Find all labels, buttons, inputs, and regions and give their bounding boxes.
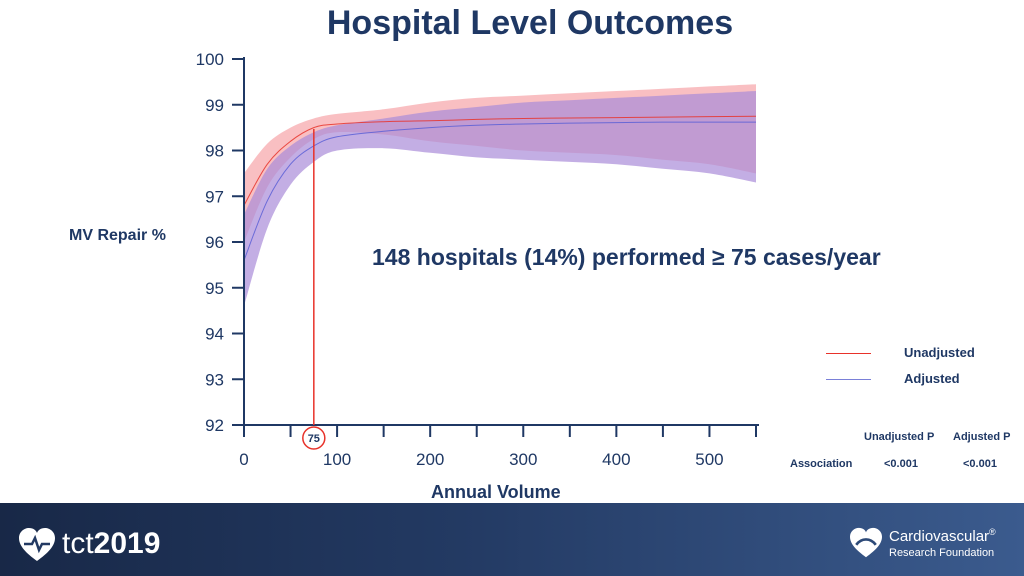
y-tick-label: 96	[205, 233, 224, 252]
x-axis-label: Annual Volume	[431, 482, 561, 502]
tct-logo-year: 2019	[93, 527, 161, 560]
series-line-adjusted	[243, 121, 756, 261]
series-line-unadjusted	[243, 115, 757, 206]
page-title: Hospital Level Outcomes	[326, 4, 734, 42]
y-tick-label: 93	[205, 370, 224, 389]
crf-logo-line2: Research Foundation	[889, 547, 995, 559]
reference-line: 75	[302, 128, 326, 450]
hospital-count-annotation: 148 hospitals (14%) performed ≥ 75 cases…	[372, 244, 881, 270]
x-tick-label: 400	[602, 450, 630, 469]
legend-swatch-unadjusted	[826, 353, 871, 354]
legend-label-unadjusted: Unadjusted	[904, 345, 975, 360]
registered-mark: ®	[989, 527, 996, 537]
tct-logo-text: tct2019	[62, 527, 160, 561]
y-tick-label: 94	[205, 325, 224, 344]
series-lines	[243, 115, 757, 261]
crf-logo-name: Cardiovascular	[889, 528, 990, 545]
axes: 92 93 94 95 96 97 98 99 100 0 100 200 300 400 500	[196, 50, 759, 469]
p-table-header-adjusted: Adjusted P	[953, 431, 1011, 443]
y-tick-label: 99	[205, 96, 224, 115]
footer-bar: tct2019 Cardiovascular® Research Foundat…	[0, 503, 1024, 576]
x-tick-label: 500	[695, 450, 723, 469]
p-table-value-adjusted: <0.001	[963, 458, 997, 470]
heart-logo-icon	[19, 528, 55, 561]
confidence-band-adjusted	[244, 91, 756, 307]
confidence-bands	[244, 84, 756, 307]
p-table-row-label: Association	[790, 458, 853, 470]
p-table-value-unadjusted: <0.001	[884, 458, 918, 470]
x-tick-label: 0	[239, 450, 248, 469]
legend-swatch-adjusted	[826, 379, 871, 380]
x-tick-label: 100	[323, 450, 351, 469]
crf-heart-icon	[850, 527, 882, 558]
reference-marker-circle	[302, 426, 326, 450]
y-tick-label: 95	[205, 279, 224, 298]
y-tick-label: 97	[205, 187, 224, 206]
y-axis-label: MV Repair %	[69, 227, 166, 244]
y-tick-label: 98	[205, 142, 224, 161]
tct-logo-prefix: tct	[62, 527, 94, 560]
y-tick-label: 92	[205, 416, 224, 435]
p-table-header-unadjusted: Unadjusted P	[864, 431, 935, 443]
reference-marker-label: 75	[308, 433, 320, 445]
x-tick-label: 300	[509, 450, 537, 469]
crf-logo-line1: Cardiovascular®	[889, 527, 996, 545]
x-tick-label: 200	[416, 450, 444, 469]
y-tick-label: 100	[196, 50, 224, 69]
legend-label-adjusted: Adjusted	[904, 371, 960, 386]
